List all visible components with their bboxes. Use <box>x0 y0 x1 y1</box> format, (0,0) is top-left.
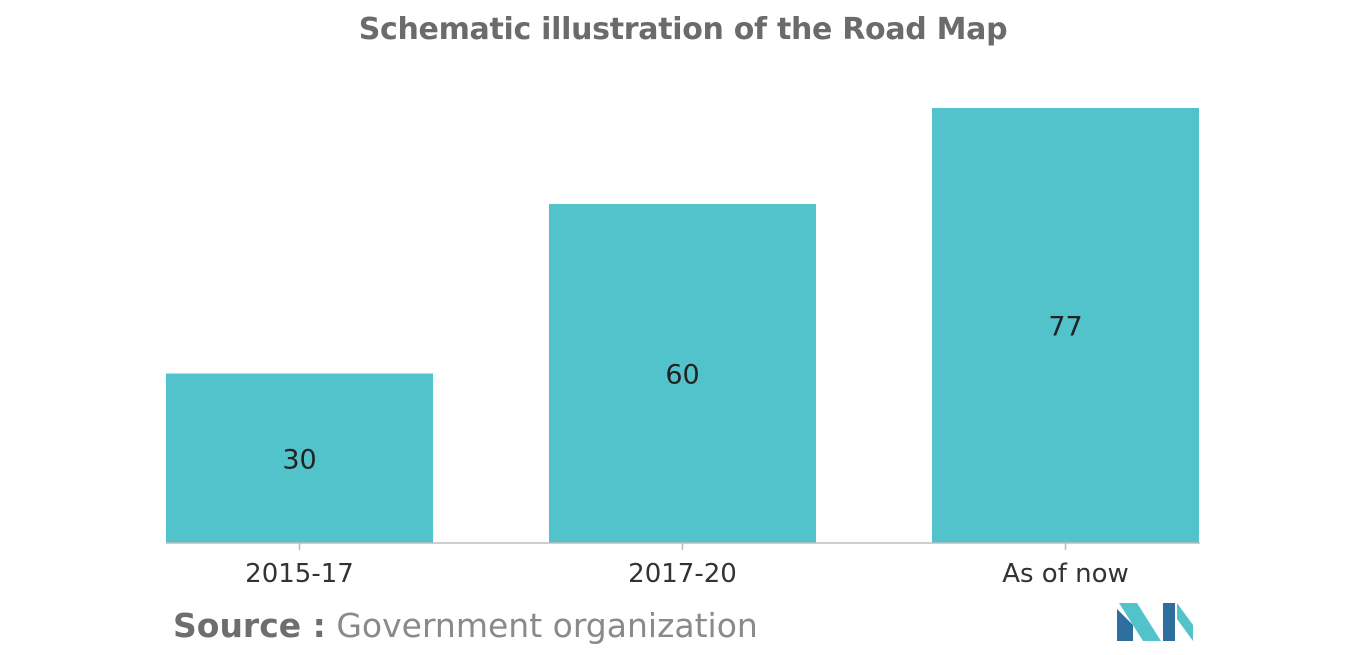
x-ticks-layer <box>298 543 1067 550</box>
x-tick-labels-layer: 2015-17 2017-20 As of now <box>245 559 1129 589</box>
source-value: Government organization <box>336 606 758 645</box>
source-label: Source : <box>173 606 326 645</box>
bar-1 <box>549 204 816 544</box>
logo-shape-left <box>1117 609 1133 641</box>
source-note: Source : Government organization <box>173 606 758 645</box>
data-label-2: 77 <box>1048 312 1082 343</box>
data-labels-layer: 30 60 77 <box>282 312 1082 476</box>
data-label-0: 30 <box>282 444 316 475</box>
bar-chart: 30 60 77 2015-17 2017-20 As of now <box>166 108 1200 589</box>
bars-layer <box>166 108 1199 544</box>
bar-0 <box>166 373 433 543</box>
logo-shape-right-a <box>1163 603 1175 641</box>
x-tick-label-0: 2015-17 <box>245 559 354 589</box>
chart-title: Schematic illustration of the Road Map <box>358 12 1008 47</box>
logo-shape-mid <box>1119 603 1161 641</box>
x-tick-label-1: 2017-20 <box>628 559 737 589</box>
bar-2 <box>932 108 1199 543</box>
data-label-1: 60 <box>665 360 699 391</box>
mordor-intelligence-logo <box>1117 603 1193 641</box>
x-tick-label-2: As of now <box>1002 559 1129 589</box>
logo-shape-right-b <box>1177 603 1193 641</box>
